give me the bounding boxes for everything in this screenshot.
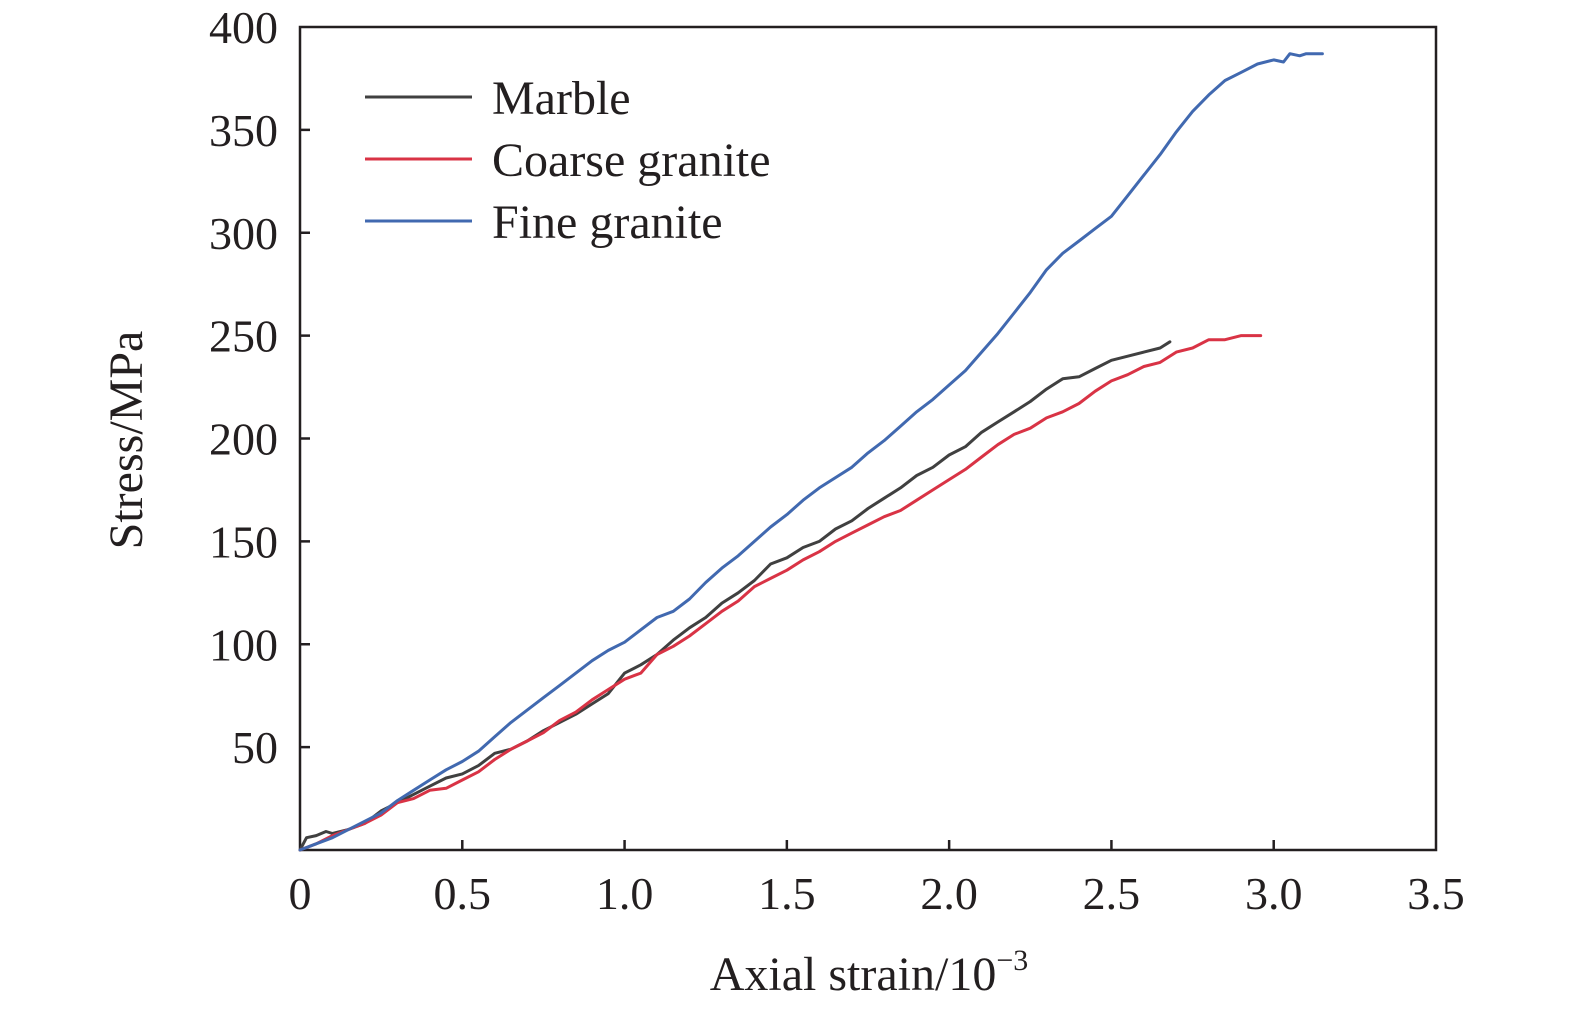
y-tick-label: 300 [209,208,278,259]
series-line-marble [298,340,1172,852]
series-line-coarse-granite [298,334,1263,852]
x-tick-label: 0.5 [434,868,492,919]
y-tick-label: 250 [209,311,278,362]
x-axis-title: Axial strain/10−3 [710,944,1029,1001]
y-tick-label: 50 [232,722,278,773]
series-layer [298,52,1324,852]
x-tick-label: 2.0 [920,868,978,919]
y-axis-title: Stress/MPa [100,331,153,550]
y-tick-label: 350 [209,105,278,156]
y-tick-label: 100 [209,619,278,670]
legend-label-coarse-granite: Coarse granite [492,134,771,187]
y-axis: 50 100 150 200 250 300 350 400 [209,2,310,773]
x-tick-label: 2.5 [1083,868,1141,919]
legend-label-fine-granite: Fine granite [492,196,723,249]
y-tick-label: 200 [209,414,278,465]
plot-frame [298,25,1438,852]
x-tick-label: 0 [289,868,312,919]
y-tick-label: 400 [209,2,278,53]
x-tick-label: 3.0 [1245,868,1303,919]
legend-label-marble: Marble [492,72,631,125]
plot-border [298,25,1438,852]
x-axis: 0 0.5 1.0 1.5 2.0 2.5 3.0 3.5 [289,840,1465,919]
y-tick-label: 150 [209,516,278,567]
x-tick-label: 3.5 [1407,868,1465,919]
x-tick-label: 1.0 [596,868,654,919]
x-tick-label: 1.5 [758,868,816,919]
legend: Marble Coarse granite Fine granite [365,72,771,249]
series-line-fine-granite [298,52,1324,852]
